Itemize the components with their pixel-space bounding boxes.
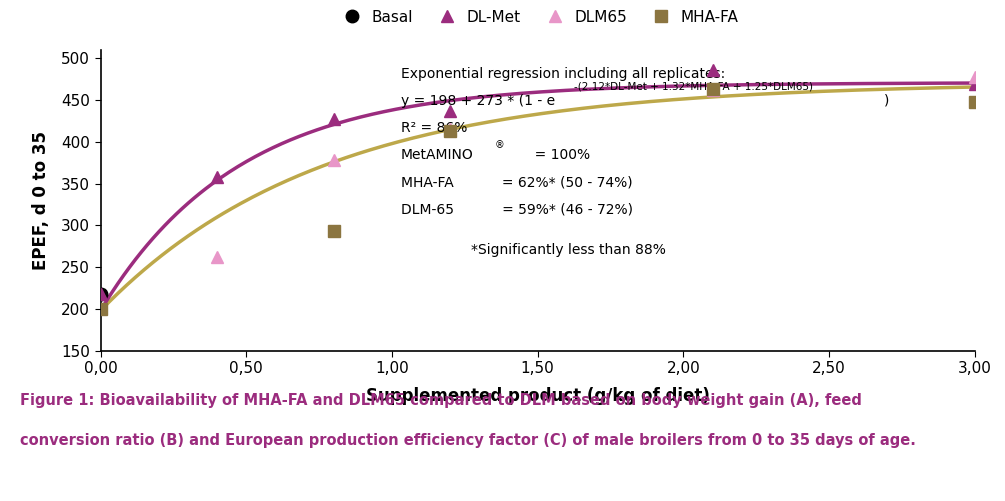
Text: ): ) [884, 94, 889, 108]
Text: conversion ratio (B) and European production efficiency factor (C) of male broil: conversion ratio (B) and European produc… [20, 433, 916, 448]
Text: Exponential regression including all replicates:: Exponential regression including all rep… [401, 67, 725, 81]
Text: DLM-65           = 59%* (46 - 72%): DLM-65 = 59%* (46 - 72%) [401, 202, 633, 216]
Text: R² = 86%: R² = 86% [401, 121, 467, 135]
Y-axis label: EPEF, d 0 to 35: EPEF, d 0 to 35 [32, 131, 50, 270]
Text: -(2.12*DL-Met + 1.32*MHA-FA + 1.25*DLM65): -(2.12*DL-Met + 1.32*MHA-FA + 1.25*DLM65… [574, 82, 813, 92]
Text: *Significantly less than 88%: *Significantly less than 88% [470, 242, 665, 257]
Legend: Basal, DL-Met, DLM65, MHA-FA: Basal, DL-Met, DLM65, MHA-FA [331, 4, 745, 31]
X-axis label: Supplemented product (g/kg of diet): Supplemented product (g/kg of diet) [366, 387, 710, 405]
Text: Figure 1: Bioavailability of MHA-FA and DLM65 compared to DLM based on body weig: Figure 1: Bioavailability of MHA-FA and … [20, 393, 862, 408]
Text: = 100%: = 100% [504, 148, 590, 162]
Text: y = 198 + 273 * (1 - e: y = 198 + 273 * (1 - e [401, 94, 555, 108]
Text: MHA-FA           = 62%* (50 - 74%): MHA-FA = 62%* (50 - 74%) [401, 175, 632, 189]
Text: MetAMINO: MetAMINO [401, 148, 473, 162]
Text: ®: ® [495, 140, 505, 150]
